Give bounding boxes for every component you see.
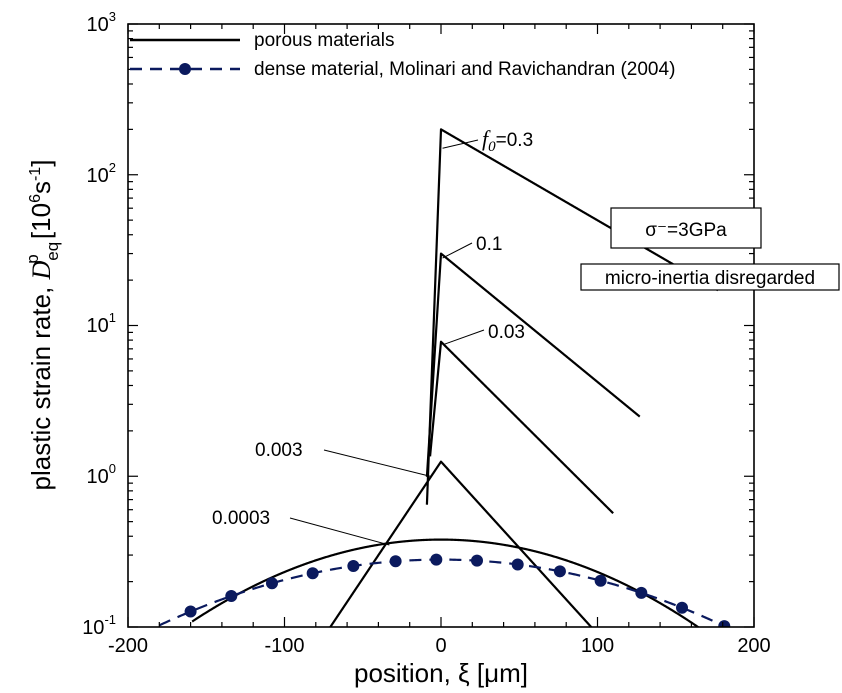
dense-material-marker (594, 574, 607, 587)
leader-f0-0.3 (442, 139, 479, 149)
stress-box-label: σ⁻=3GPa (645, 220, 727, 241)
curve-label-0.0003: 0.0003 (212, 508, 270, 529)
dense-material-marker (430, 553, 443, 566)
dense-material-marker (306, 567, 319, 580)
dense-material-marker (389, 555, 402, 568)
dense-material-marker (718, 620, 731, 627)
porous-curve-f0-0.003 (328, 460, 593, 627)
plot-frame (127, 23, 755, 628)
y-tick-label: 102 (87, 160, 116, 187)
y-tick-label: 101 (87, 310, 116, 337)
y-tick-label: 100 (87, 461, 116, 488)
inertia-box: micro-inertia disregarded (580, 263, 840, 291)
curve-label-0.003: 0.003 (255, 440, 303, 461)
porous-curve-f0-0.3 (425, 128, 719, 505)
x-tick-label: -200 (108, 635, 148, 657)
dense-material-marker (225, 590, 238, 603)
dense-material-marker (511, 558, 524, 571)
porous-curve-f0-0.03 (428, 340, 614, 515)
leader-0.003 (323, 449, 431, 477)
dense-material-marker (184, 605, 197, 618)
x-tick-label: 200 (737, 635, 770, 657)
curve-label-f0-0.3: f0=0.3 (482, 126, 533, 155)
dense-material-marker (470, 554, 483, 567)
dense-material-marker (635, 586, 648, 599)
legend: porous materials dense material, Molinar… (130, 30, 675, 80)
dense-material-marker (265, 577, 278, 590)
x-tick-label: 100 (581, 635, 614, 657)
inertia-box-label: micro-inertia disregarded (605, 268, 815, 289)
porous-curve-f0-0.0003 (191, 538, 700, 627)
dense-material-marker (676, 601, 689, 614)
x-axis-label: position, ξ [μm] (354, 658, 528, 688)
dense-material-curve (158, 558, 729, 627)
y-tick-label: 103 (87, 9, 116, 36)
stress-box: σ⁻=3GPa (610, 207, 762, 249)
porous-curve-f0-0.1 (425, 252, 641, 477)
leader-0.03 (443, 329, 485, 345)
x-tick-label: -100 (264, 635, 304, 657)
dense-material-marker (347, 559, 360, 572)
curve-label-0.1: 0.1 (476, 234, 502, 255)
curve-label-0.03: 0.03 (488, 322, 525, 343)
leader-0.0003 (289, 517, 390, 546)
legend-label-dense: dense material, Molinari and Ravichandra… (254, 59, 675, 80)
y-axis-label: plastic strain rate, Deqp [106s-1] (23, 160, 62, 491)
y-tick-label: 10-1 (82, 612, 116, 639)
legend-marker-dense (179, 63, 191, 75)
x-tick-label: 0 (435, 635, 446, 657)
leader-0.1 (442, 242, 473, 259)
dense-material-marker (553, 565, 566, 578)
legend-label-porous: porous materials (254, 30, 394, 51)
